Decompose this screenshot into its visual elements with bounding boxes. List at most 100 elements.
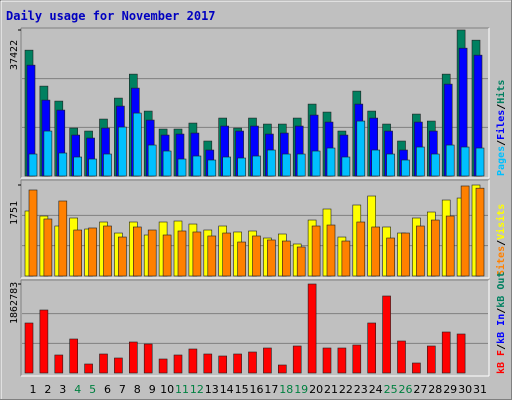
bar (386, 237, 395, 277)
x-tick-label: 25 (384, 383, 398, 396)
bar (222, 232, 231, 277)
bar (88, 227, 97, 277)
bar (475, 147, 485, 177)
bar (133, 226, 142, 277)
x-tick-label: 30 (458, 383, 472, 396)
x-tick-label: 29 (443, 383, 457, 396)
bar (88, 158, 97, 177)
bar (445, 144, 455, 177)
legend-separator: / (496, 308, 507, 314)
bar (28, 189, 38, 277)
legend-separator: / (496, 104, 507, 110)
bar (39, 309, 49, 374)
bar (222, 156, 231, 177)
bar (58, 152, 68, 177)
x-tick-label: 10 (160, 383, 174, 396)
bar (103, 225, 112, 277)
bar (237, 241, 246, 277)
legend-separator: / (496, 344, 507, 350)
bar (267, 239, 276, 277)
bar (426, 345, 436, 374)
bar (54, 354, 64, 374)
x-tick-label: 1 (30, 383, 37, 396)
bar (341, 156, 351, 177)
bar (430, 153, 440, 177)
bar (296, 153, 306, 177)
x-tick-label: 19 (294, 383, 308, 396)
x-tick-label: 13 (205, 383, 219, 396)
legend-entry: Files (495, 110, 507, 140)
x-tick-label: 5 (89, 383, 96, 396)
bar (311, 150, 321, 177)
bar (311, 225, 321, 277)
bar (401, 232, 410, 277)
x-tick-label: 20 (309, 383, 323, 396)
x-tick-label: 12 (190, 383, 204, 396)
legend-entry: kB Out (496, 272, 507, 308)
bar (43, 130, 53, 177)
bar (129, 341, 138, 374)
bar (341, 240, 351, 277)
x-tick-label: 2 (44, 383, 51, 396)
legend-entry: Visits (495, 204, 507, 240)
bar (356, 221, 366, 277)
bar (147, 229, 157, 277)
bar (158, 358, 168, 374)
bar (203, 353, 213, 374)
bar (237, 157, 246, 177)
bar (143, 343, 153, 374)
bar (133, 112, 142, 177)
bar (456, 333, 466, 374)
bar (69, 338, 78, 374)
bar (177, 158, 187, 177)
legend-entry: Sites (495, 246, 507, 276)
x-tick-label: 11 (175, 383, 189, 396)
bar (416, 146, 425, 177)
bar (281, 240, 291, 277)
x-tick-label: 8 (134, 383, 141, 396)
bar (352, 344, 362, 374)
bar (277, 364, 287, 374)
bar (252, 235, 261, 277)
bar (177, 230, 187, 277)
x-tick-label: 26 (399, 383, 413, 396)
legend: Pages/Files/Hits (495, 80, 507, 176)
legend: Sites/Visits (495, 204, 507, 276)
bar (24, 322, 34, 374)
bar (267, 149, 276, 177)
y-tick-label: 1862783 (9, 282, 20, 324)
bar (386, 153, 395, 177)
bar (248, 351, 257, 374)
x-tick-label: 28 (428, 383, 442, 396)
bar (192, 155, 202, 177)
bar (296, 246, 306, 277)
bar (326, 224, 336, 277)
bar (412, 362, 421, 374)
bar (118, 126, 127, 177)
legend-separator: / (496, 140, 507, 146)
bar (58, 200, 68, 277)
bar (43, 218, 53, 277)
bar (188, 348, 198, 374)
y-tick-label: 1751 (9, 201, 20, 225)
bar (475, 187, 485, 277)
x-tick-label: 16 (250, 383, 264, 396)
y-tick-label: 37422 (9, 40, 20, 70)
bar (382, 295, 391, 374)
bar (28, 153, 38, 177)
bar (371, 226, 381, 277)
legend-entry: Hits (495, 80, 507, 104)
bar (401, 159, 410, 177)
x-tick-label: 23 (354, 383, 368, 396)
bar (162, 234, 172, 277)
bar (84, 363, 93, 374)
legend-entry: kB In (496, 314, 507, 344)
x-tick-label: 22 (339, 383, 353, 396)
bar (326, 147, 336, 177)
x-tick-label: 18 (279, 383, 293, 396)
bar (263, 347, 272, 374)
bar (147, 144, 157, 177)
bar (218, 355, 227, 374)
bar (281, 153, 291, 177)
